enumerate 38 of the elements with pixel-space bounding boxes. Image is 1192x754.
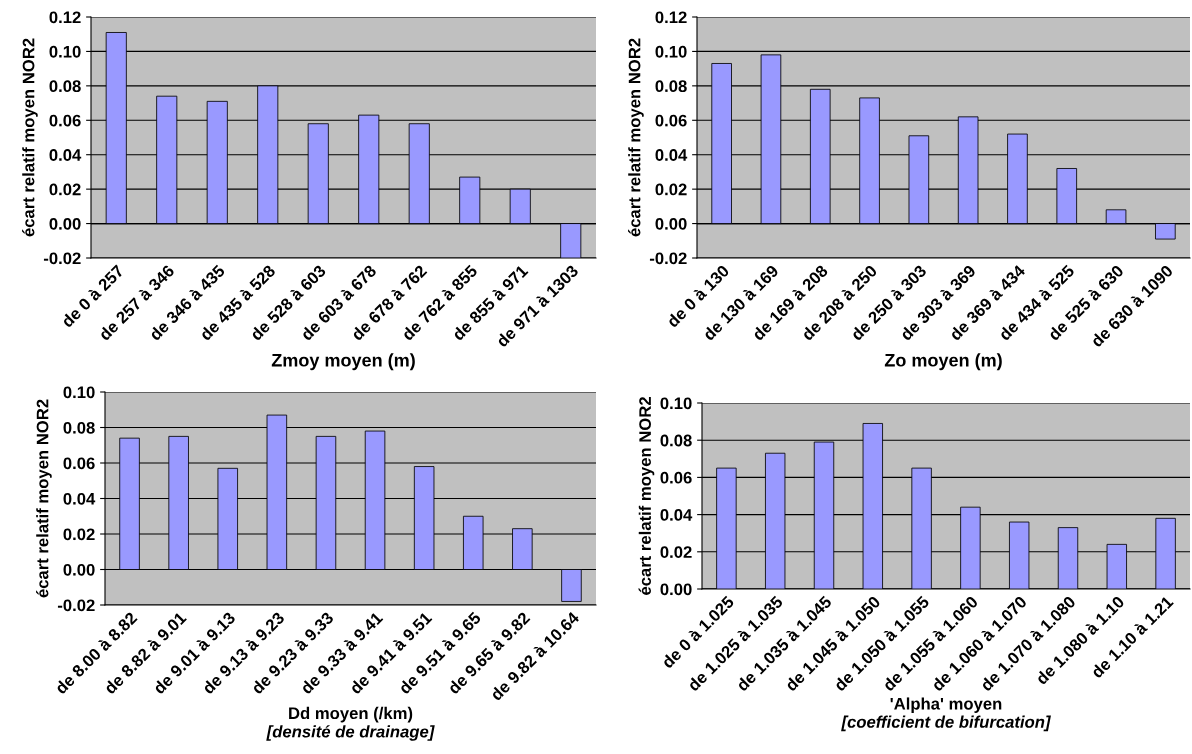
y-tick-label: 0.08 xyxy=(49,80,81,93)
y-tick-label: 0.06 xyxy=(49,114,81,127)
y-tick-label: 0.04 xyxy=(49,149,82,161)
y-tick-label: 0.02 xyxy=(49,183,81,196)
y-tick-label: 0.10 xyxy=(660,397,692,410)
y-tick-label: -0.02 xyxy=(649,252,687,265)
y-axis-title: écart relatif moyen NOR2 xyxy=(638,397,655,595)
y-tick-label: 0.00 xyxy=(660,583,692,596)
text: Dd moyen (/km) [densité de drainage] xyxy=(266,706,435,741)
y-tick-label: -0.02 xyxy=(57,599,95,612)
y-tick-label: 0.06 xyxy=(63,457,95,470)
y-axis-title: écart relatif moyen NOR2 xyxy=(22,38,38,237)
x-axis-title: Zo moyen (m) xyxy=(884,353,1002,371)
y-tick-label: 0.06 xyxy=(660,471,692,484)
x-axis-title: Zmoy moyen (m) xyxy=(271,353,415,371)
y-axis-title: écart relatif moyen NOR2 xyxy=(628,38,644,237)
y-tick-label: 0.08 xyxy=(655,80,687,93)
y-tick-label: 0.08 xyxy=(660,434,692,447)
y-tick-label: 0.02 xyxy=(660,546,692,558)
y-tick-label: 0.10 xyxy=(49,45,81,58)
y-tick-label: -0.02 xyxy=(43,252,81,265)
y-tick-label: 0.04 xyxy=(655,149,688,161)
y-tick-label: 0.04 xyxy=(63,492,96,505)
y-tick-label: 0.12 xyxy=(655,11,687,24)
y-tick-label: 0.08 xyxy=(63,421,95,434)
y-tick-label: 0.02 xyxy=(655,183,687,196)
y-axis-title: écart relatif moyen NOR2 xyxy=(36,399,52,598)
y-tick-label: 0.06 xyxy=(655,114,687,127)
y-tick-label: 0.00 xyxy=(655,217,687,230)
y-tick-label: 0.10 xyxy=(655,45,687,58)
y-tick-label: 0.00 xyxy=(49,217,81,230)
y-tick-label: 0.12 xyxy=(49,11,81,24)
y-tick-label: 0.10 xyxy=(63,386,95,399)
text: 'Alpha' moyen [coefficient de bifurcation] xyxy=(841,697,1051,732)
y-tick-label: 0.04 xyxy=(660,509,693,521)
bar xyxy=(561,569,582,602)
y-tick-label: 0.02 xyxy=(63,528,95,541)
y-tick-label: 0.00 xyxy=(63,563,95,576)
